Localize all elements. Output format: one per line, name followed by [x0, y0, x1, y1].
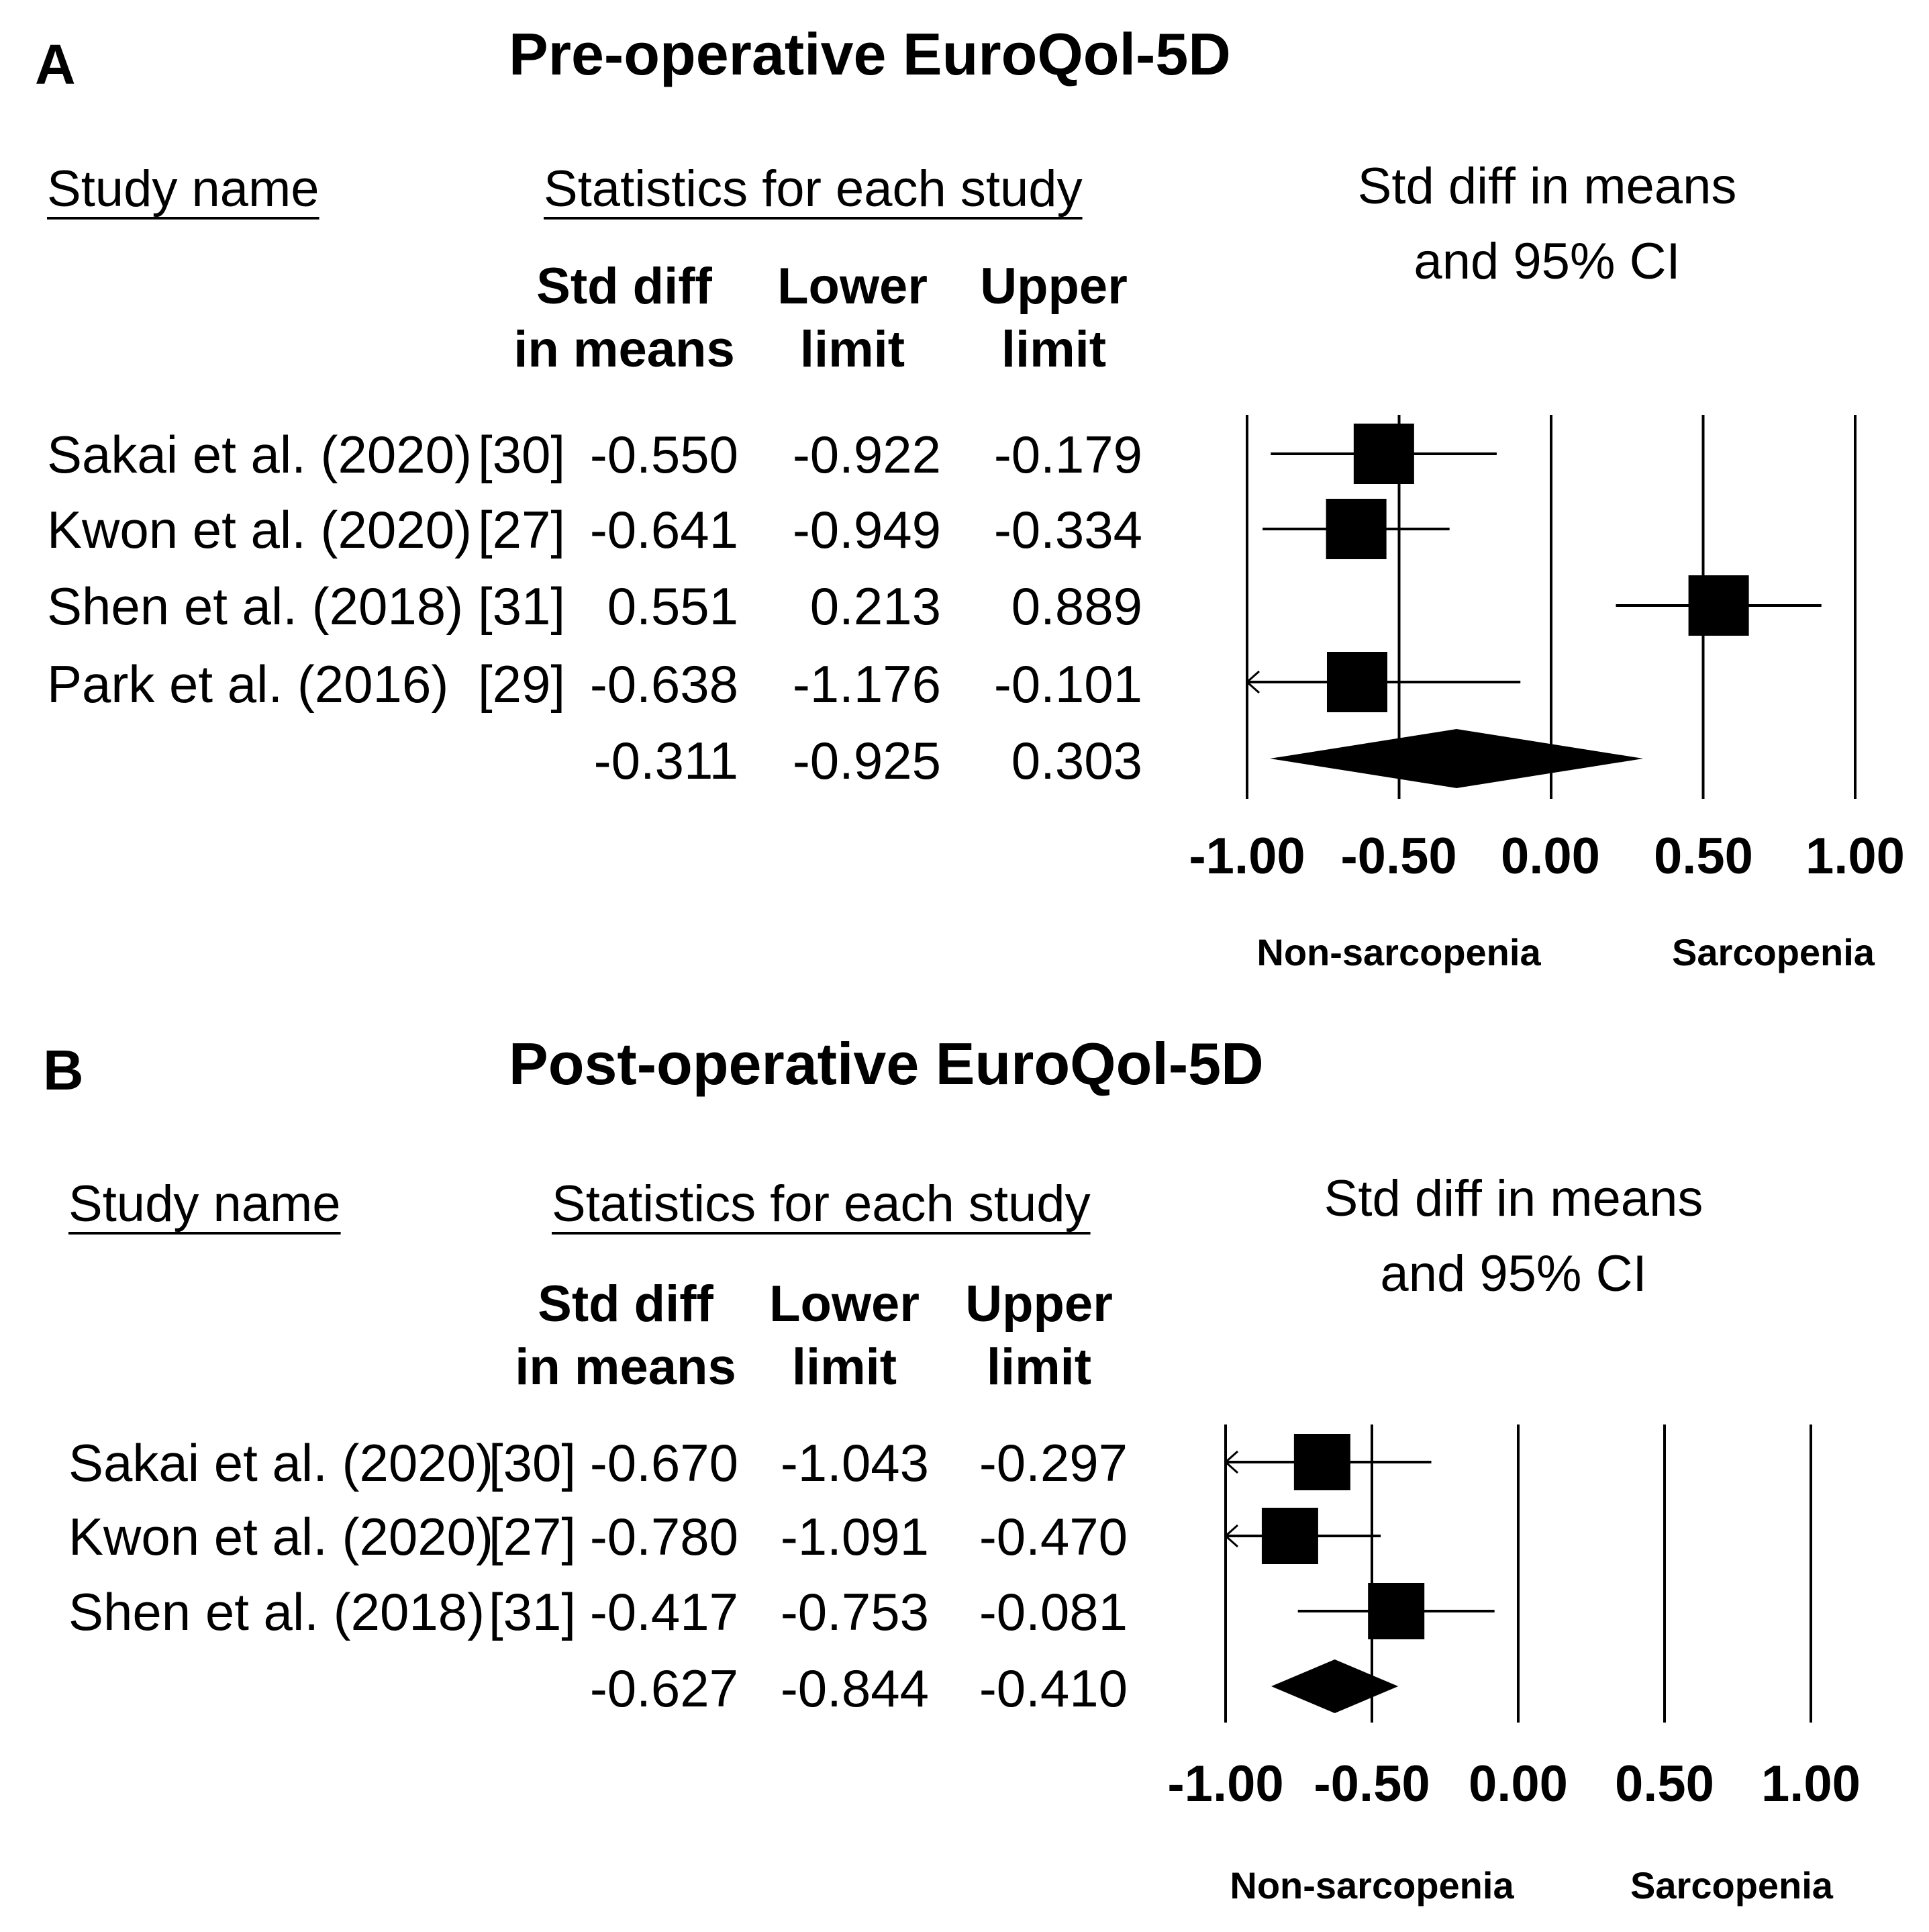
ci-header: Std diff in means and 95% CI — [1324, 1170, 1703, 1302]
ci-truncation-arrow — [1245, 670, 1260, 694]
study-ref-label: [27] — [489, 1507, 577, 1566]
ci-truncation-arrow — [1224, 1450, 1238, 1474]
favors-left-label: Non-sarcopenia — [1256, 931, 1541, 973]
study-name-label: Kwon et al. (2020) — [68, 1507, 494, 1566]
point-estimate-square — [1368, 1583, 1425, 1639]
lower-limit-value: -1.176 — [792, 655, 941, 714]
x-tick-label: 1.00 — [1806, 828, 1905, 885]
x-tick-label: 0.00 — [1501, 828, 1600, 885]
favors-right-label: Sarcopenia — [1630, 1864, 1833, 1906]
panel-letter: B — [43, 1039, 84, 1102]
lower-limit-value: -1.043 — [780, 1433, 929, 1492]
favors-right-label: Sarcopenia — [1672, 931, 1875, 973]
x-tick-label: -1.00 — [1189, 828, 1305, 885]
study-name-label: Shen et al. (2018) — [47, 577, 464, 636]
panel-title: Post-operative EuroQol-5D — [509, 1030, 1264, 1097]
upper-limit-value: -0.334 — [993, 500, 1142, 559]
col-header-lower-limit: Lower limit — [777, 258, 928, 378]
col-header-std-diff: Std diff in means — [513, 258, 735, 378]
study-name-label: Sakai et al. (2020) — [68, 1433, 494, 1492]
statistics-header: Statistics for each study — [544, 160, 1083, 218]
smd-value: 0.551 — [607, 577, 738, 636]
study-name-header: Study name — [47, 160, 319, 218]
study-ref-label: [31] — [489, 1582, 577, 1641]
point-estimate-square — [1688, 575, 1749, 636]
summary-smd-value: -0.311 — [593, 731, 738, 790]
x-tick-label: 0.50 — [1654, 828, 1753, 885]
study-ref-label: [30] — [478, 425, 566, 484]
study-name-label: Park et al. (2016) — [47, 655, 449, 714]
ci-header: Std diff in means and 95% CI — [1357, 158, 1737, 290]
summary-diamond — [1269, 729, 1644, 788]
study-ref-label: [27] — [478, 500, 566, 559]
ci-truncation-arrow — [1224, 1524, 1238, 1548]
summary-smd-value: -0.627 — [589, 1659, 738, 1718]
upper-limit-value: -0.101 — [993, 655, 1142, 714]
col-header-lower-limit: Lower limit — [769, 1275, 920, 1396]
panel-letter: A — [35, 33, 76, 96]
upper-limit-value: -0.470 — [979, 1507, 1128, 1566]
lower-limit-value: 0.213 — [809, 577, 941, 636]
x-tick-label: -0.50 — [1340, 828, 1457, 885]
forest-plot-panel-b: B Post-operative EuroQol-5D Study name S… — [0, 994, 1929, 1932]
lower-limit-value: -1.091 — [780, 1507, 929, 1566]
summary-diamond — [1271, 1659, 1399, 1713]
point-estimate-square — [1353, 424, 1414, 484]
smd-value: -0.638 — [589, 655, 738, 714]
summary-upper-limit-value: 0.303 — [1011, 731, 1142, 790]
x-tick-label: 0.00 — [1469, 1755, 1568, 1813]
col-header-std-diff: Std diff in means — [515, 1275, 736, 1396]
x-tick-label: 0.50 — [1615, 1755, 1714, 1813]
study-name-header: Study name — [68, 1175, 341, 1233]
x-tick-label: -1.00 — [1167, 1755, 1284, 1813]
smd-value: -0.670 — [589, 1433, 738, 1492]
upper-limit-value: -0.081 — [979, 1582, 1128, 1641]
smd-value: -0.550 — [589, 425, 738, 484]
favors-left-label: Non-sarcopenia — [1230, 1864, 1514, 1906]
study-ref-label: [29] — [478, 655, 566, 714]
x-tick-label: 1.00 — [1761, 1755, 1861, 1813]
upper-limit-value: 0.889 — [1011, 577, 1142, 636]
col-header-upper-limit: Upper limit — [965, 1275, 1113, 1396]
study-ref-label: [31] — [478, 577, 566, 636]
upper-limit-value: -0.297 — [979, 1433, 1128, 1492]
lower-limit-value: -0.949 — [792, 500, 941, 559]
point-estimate-square — [1293, 1434, 1350, 1490]
forest-plot-area — [1224, 1424, 1812, 1723]
point-estimate-square — [1326, 499, 1387, 559]
x-tick-label: -0.50 — [1314, 1755, 1430, 1813]
col-header-upper-limit: Upper limit — [980, 258, 1128, 378]
lower-limit-value: -0.753 — [780, 1582, 929, 1641]
smd-value: -0.641 — [589, 500, 738, 559]
point-estimate-square — [1261, 1508, 1318, 1564]
smd-value: -0.417 — [589, 1582, 738, 1641]
summary-lower-limit-value: -0.925 — [792, 731, 941, 790]
panel-title: Pre-operative EuroQol-5D — [509, 21, 1231, 87]
lower-limit-value: -0.922 — [792, 425, 941, 484]
forest-plot-panel-a: A Pre-operative EuroQol-5D Study name St… — [35, 21, 1905, 973]
study-ref-label: [30] — [489, 1433, 577, 1492]
study-name-label: Shen et al. (2018) — [68, 1582, 485, 1641]
point-estimate-square — [1326, 652, 1387, 712]
upper-limit-value: -0.179 — [993, 425, 1142, 484]
smd-value: -0.780 — [589, 1507, 738, 1566]
forest-plot-area — [1245, 415, 1857, 799]
study-name-label: Kwon et al. (2020) — [47, 500, 473, 559]
summary-upper-limit-value: -0.410 — [979, 1659, 1128, 1718]
statistics-header: Statistics for each study — [552, 1175, 1091, 1233]
summary-lower-limit-value: -0.844 — [780, 1659, 929, 1718]
study-name-label: Sakai et al. (2020) — [47, 425, 473, 484]
